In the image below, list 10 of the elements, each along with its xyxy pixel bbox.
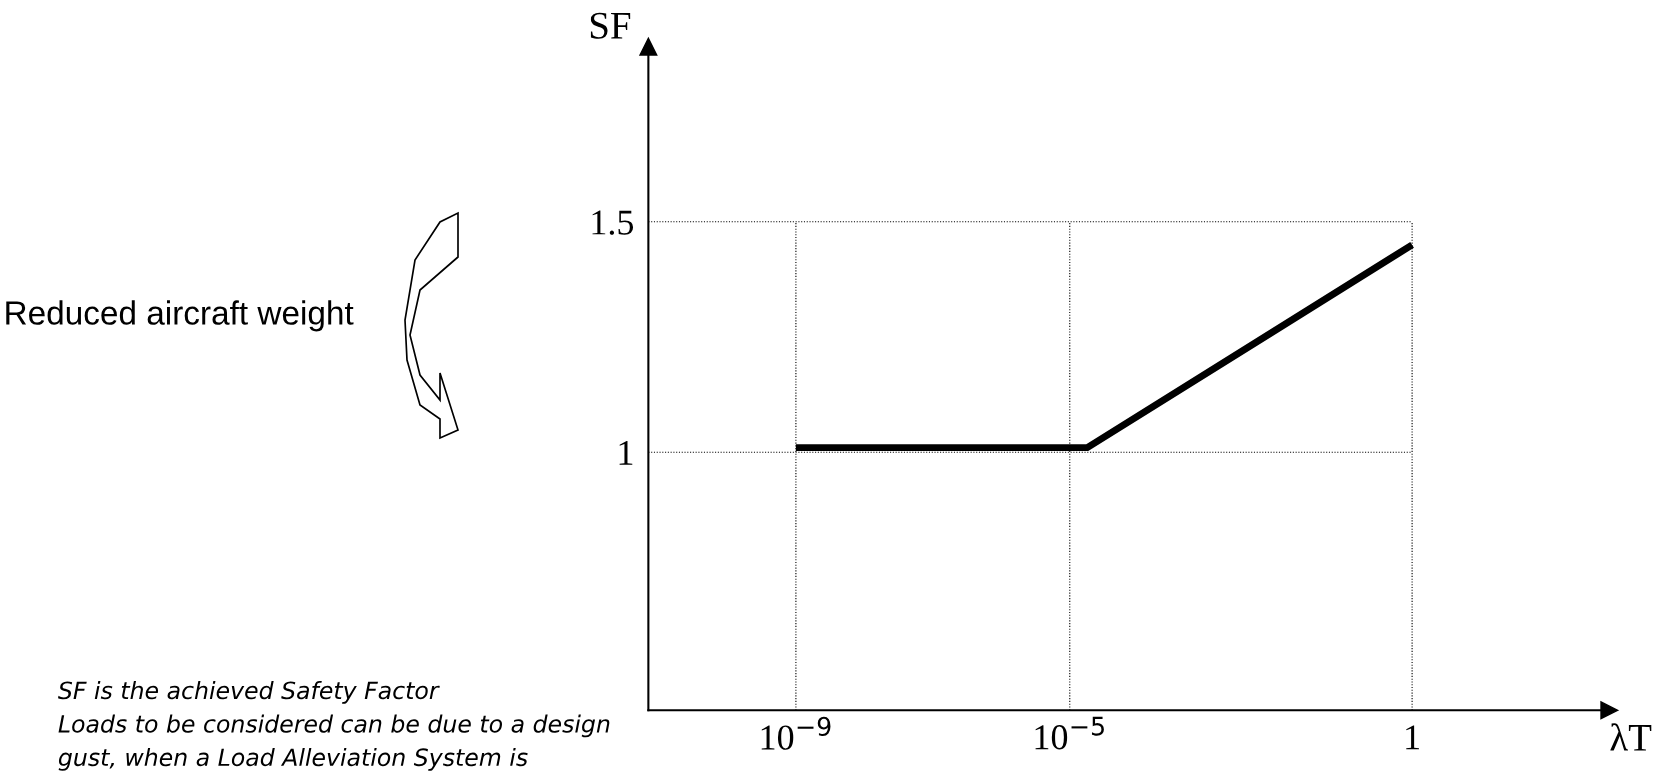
x-tick-label: 1: [1406, 725, 1419, 750]
y-axis-title: SF: [590, 12, 631, 39]
x-tick-label: 10$^{−9}$: [761, 716, 831, 750]
text: SF is the achieved Safety Factor: [58, 680, 440, 704]
text: Loads to be considered can be due to a design: [58, 714, 610, 738]
text: gust, when a Load Alleviation System is: [58, 747, 528, 771]
text: Reduced aircraft weight: [6, 300, 354, 332]
y-tick-label: 1.5: [592, 210, 634, 235]
x-axis-title: λT: [1610, 723, 1652, 751]
x-tick-label: 10$^{−5}$: [1035, 716, 1104, 750]
